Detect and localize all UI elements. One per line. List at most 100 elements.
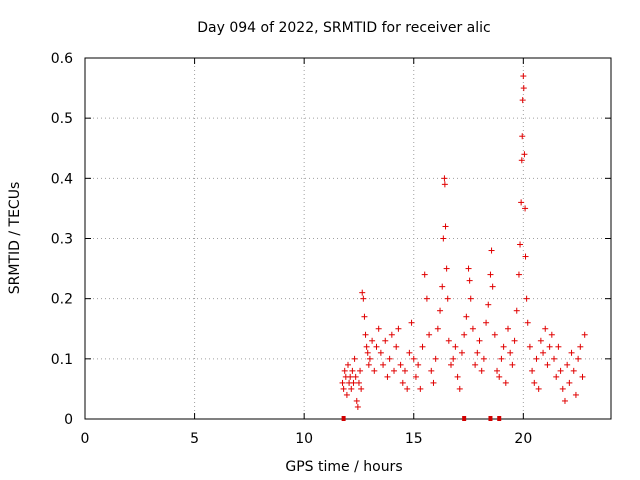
data-point: [428, 367, 435, 374]
data-point: [388, 331, 395, 338]
data-point: [577, 343, 584, 350]
data-point: [519, 133, 526, 140]
y-tick-label: 0: [64, 412, 73, 428]
data-point: [564, 361, 571, 368]
data-point: [410, 355, 417, 362]
data-point: [341, 367, 348, 374]
data-point: [568, 349, 575, 356]
data-point: [494, 367, 501, 374]
data-point: [349, 367, 356, 374]
data-point: [535, 385, 542, 392]
data-point: [358, 385, 365, 392]
data-point: [515, 271, 522, 278]
data-point: [485, 301, 492, 308]
data-point: [581, 331, 588, 338]
data-point: [434, 325, 441, 332]
data-point: [363, 343, 370, 350]
data-point: [456, 385, 463, 392]
data-point: [380, 361, 387, 368]
data-point: [520, 73, 527, 80]
data-point: [466, 277, 473, 284]
x-tick-label: 10: [295, 431, 313, 447]
data-point: [352, 373, 359, 380]
data-point: [474, 349, 481, 356]
data-point: [561, 397, 568, 404]
data-gap-marker: [462, 416, 467, 421]
data-point: [362, 331, 369, 338]
data-point: [523, 295, 530, 302]
data-point: [351, 355, 358, 362]
data-point: [369, 337, 376, 344]
data-point: [354, 403, 361, 410]
data-point: [579, 373, 586, 380]
x-axis-label: GPS time / hours: [285, 459, 402, 475]
data-point: [355, 379, 362, 386]
data-point: [526, 343, 533, 350]
data-point: [517, 241, 524, 248]
data-point: [348, 385, 355, 392]
data-point: [557, 367, 564, 374]
data-point: [480, 355, 487, 362]
data-point: [365, 361, 372, 368]
data-point: [533, 355, 540, 362]
data-point: [417, 385, 424, 392]
data-point: [432, 355, 439, 362]
data-point: [483, 319, 490, 326]
data-point: [345, 361, 351, 368]
data-point: [406, 349, 413, 356]
data-point: [441, 175, 448, 182]
data-point: [366, 355, 373, 362]
y-tick-label: 0.3: [51, 232, 73, 248]
data-point: [542, 325, 549, 332]
x-tick-label: 20: [514, 431, 532, 447]
y-tick-label: 0.5: [51, 111, 73, 127]
data-point: [507, 349, 514, 356]
data-point: [401, 367, 408, 374]
data-point: [347, 373, 354, 380]
data-point: [570, 367, 577, 374]
data-point: [496, 373, 503, 380]
data-point: [521, 151, 528, 158]
data-point: [518, 199, 525, 206]
data-point: [421, 271, 428, 278]
data-point: [361, 313, 368, 320]
data-point: [478, 367, 485, 374]
data-point: [441, 181, 448, 188]
data-point: [415, 361, 422, 368]
data-point: [476, 337, 483, 344]
data-point: [339, 379, 346, 386]
y-tick-label: 0.2: [51, 292, 73, 308]
data-point: [391, 367, 398, 374]
data-point: [419, 343, 426, 350]
data-point: [467, 295, 474, 302]
data-gap-marker: [341, 416, 346, 421]
data-point: [498, 355, 505, 362]
data-point: [488, 247, 495, 254]
data-point: [426, 331, 433, 338]
y-tick-label: 0.6: [51, 51, 73, 67]
grid-layer: [85, 58, 611, 419]
data-point: [518, 157, 525, 164]
data-point: [504, 325, 511, 332]
data-point: [489, 283, 496, 290]
data-point: [463, 313, 470, 320]
data-point: [375, 325, 382, 332]
data-point: [546, 343, 553, 350]
data-point: [443, 265, 450, 272]
y-tick-label: 0.1: [51, 352, 73, 368]
data-point: [531, 379, 538, 386]
data-point: [360, 295, 367, 302]
data-point: [544, 361, 551, 368]
data-gap-marker: [497, 416, 502, 421]
data-point: [450, 355, 457, 362]
data-gap-marker: [488, 416, 493, 421]
data-point: [520, 85, 527, 92]
data-point: [491, 331, 498, 338]
data-point: [377, 349, 384, 356]
x-tick-label: 5: [190, 431, 199, 447]
data-point: [357, 367, 364, 374]
data-point: [566, 379, 573, 386]
data-point: [500, 343, 507, 350]
y-axis-label: SRMTID / TECUs: [7, 182, 23, 295]
